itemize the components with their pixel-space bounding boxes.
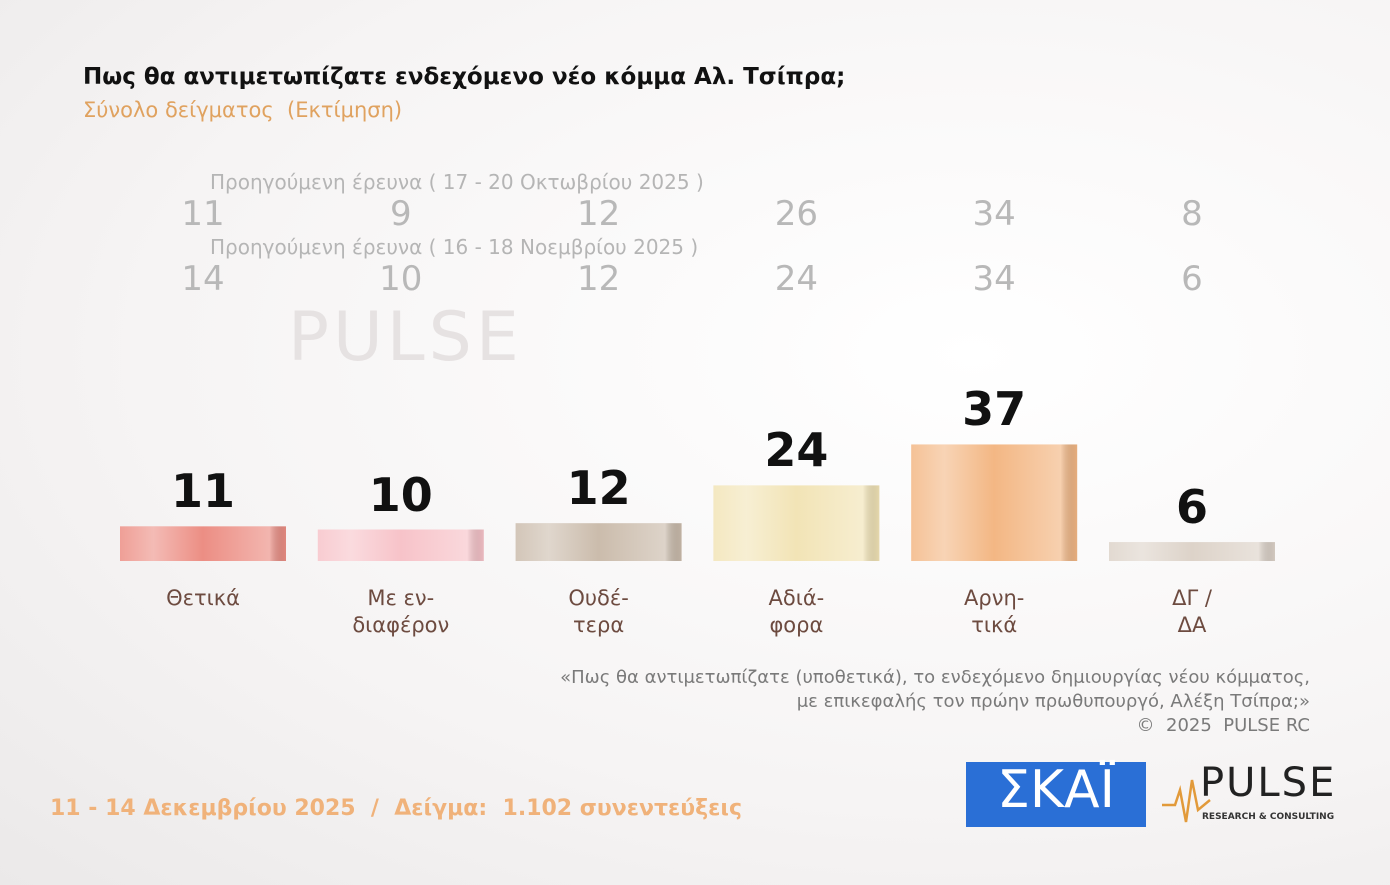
footnote: με επικεφαλής τον πρώην πρωθυπουργό, Αλέ… (796, 691, 1310, 712)
value-label: 24 (764, 423, 829, 478)
bar-shine (1109, 542, 1275, 561)
previous-value: 34 (972, 259, 1016, 299)
pollster-logo: PULSE (1200, 760, 1337, 806)
previous-value: 24 (774, 259, 819, 299)
previous-value: 12 (576, 259, 621, 299)
previous-value: 12 (576, 194, 621, 234)
previous-value: 14 (181, 259, 225, 299)
pollster-tagline: RESEARCH & CONSULTING (1202, 812, 1335, 822)
previous-value: 10 (379, 259, 423, 299)
previous-value: 26 (774, 194, 819, 234)
bar-shine (317, 529, 484, 561)
footer: 11 - 14 Δεκεμβρίου 2025 / Δείγμα: 1.102 … (50, 796, 742, 821)
chart-subtitle: Σύνολο δείγματος (Εκτίμηση) (83, 98, 403, 122)
previous-label: Προηγούμενη έρευνα ( 17 - 20 Οκτωβρίου 2… (210, 170, 704, 194)
bar-shine (911, 444, 1078, 561)
value-label: 6 (1175, 480, 1208, 535)
previous-label: Προηγούμενη έρευνα ( 16 - 18 Νοεμβρίου 2… (210, 235, 699, 259)
category-label: Ουδέ- τερα (568, 586, 629, 637)
previous-value: 34 (972, 194, 1016, 234)
value-label: 12 (566, 461, 631, 516)
pollster-logo-pulse (1162, 779, 1211, 823)
value-label: 11 (170, 464, 235, 519)
previous-value: 6 (1181, 259, 1203, 299)
watermark: PULSE (288, 298, 523, 377)
broadcaster-logo-bg (966, 762, 1146, 827)
footnote: «Πως θα αντιμετωπίζατε (υποθετικά), το ε… (560, 667, 1310, 688)
value-label: 10 (368, 467, 433, 522)
category-label: Θετικά (166, 586, 240, 610)
previous-value: 8 (1181, 194, 1203, 234)
bar-shine (515, 523, 682, 561)
bar-shine (120, 526, 286, 561)
previous-value: 11 (181, 194, 225, 234)
bar-shine (713, 485, 880, 561)
category-label: Αδιά- φορα (768, 586, 825, 637)
category-label: ΔΓ / ΔΑ (1172, 586, 1212, 637)
category-label: Αρνη- τικά (964, 586, 1025, 637)
category-label: Με εν- διαφέρον (352, 586, 450, 637)
previous-value: 9 (389, 194, 412, 234)
value-label: 37 (962, 382, 1027, 437)
footnote: © 2025 PULSE RC (1136, 715, 1310, 736)
broadcaster-logo: ΣΚΑΪ (997, 760, 1115, 820)
chart-title: Πως θα αντιμετωπίζατε ενδεχόμενο νέο κόμ… (83, 64, 846, 90)
